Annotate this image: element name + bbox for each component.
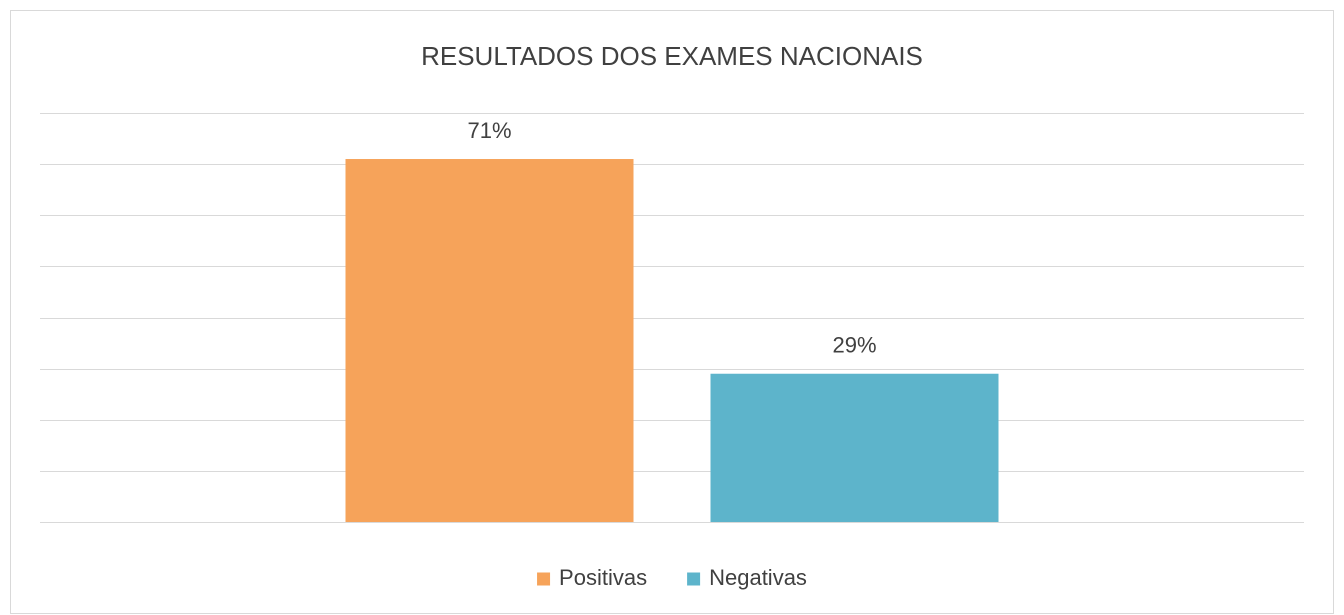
chart-title: RESULTADOS DOS EXAMES NACIONAIS [421,41,923,71]
data-label: 29% [832,333,876,358]
legend-label: Positivas [559,565,647,590]
bar [345,159,634,522]
legend-label: Negativas [709,565,807,590]
bar [710,373,999,522]
legend-swatch [537,572,551,586]
legend-swatch [687,572,701,586]
data-label: 71% [467,118,511,143]
chart-frame [10,10,1334,614]
